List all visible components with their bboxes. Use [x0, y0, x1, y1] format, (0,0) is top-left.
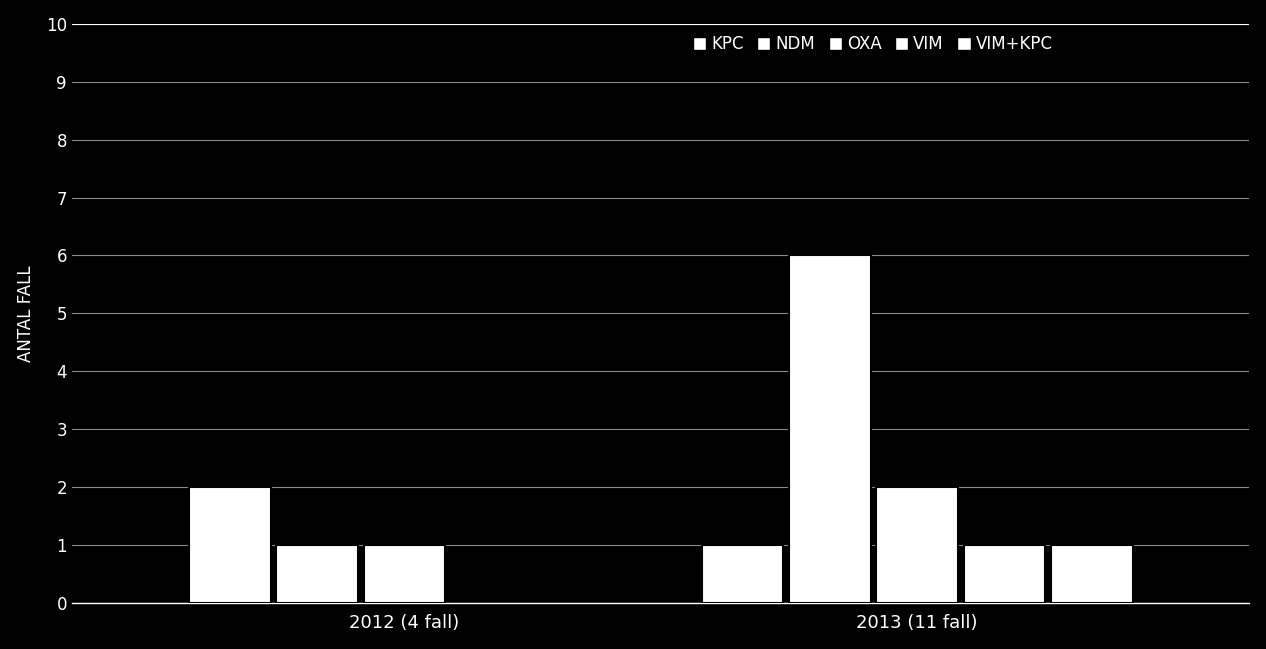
Bar [189, 487, 271, 603]
Bar [276, 545, 358, 603]
Bar [701, 545, 784, 603]
Bar [363, 545, 446, 603]
Bar [789, 256, 871, 603]
Bar [963, 545, 1046, 603]
Y-axis label: ANTAL FALL: ANTAL FALL [16, 265, 34, 361]
Bar [876, 487, 958, 603]
Legend: KPC, NDM, OXA, VIM, VIM+KPC: KPC, NDM, OXA, VIM, VIM+KPC [690, 32, 1056, 56]
Bar [1051, 545, 1133, 603]
